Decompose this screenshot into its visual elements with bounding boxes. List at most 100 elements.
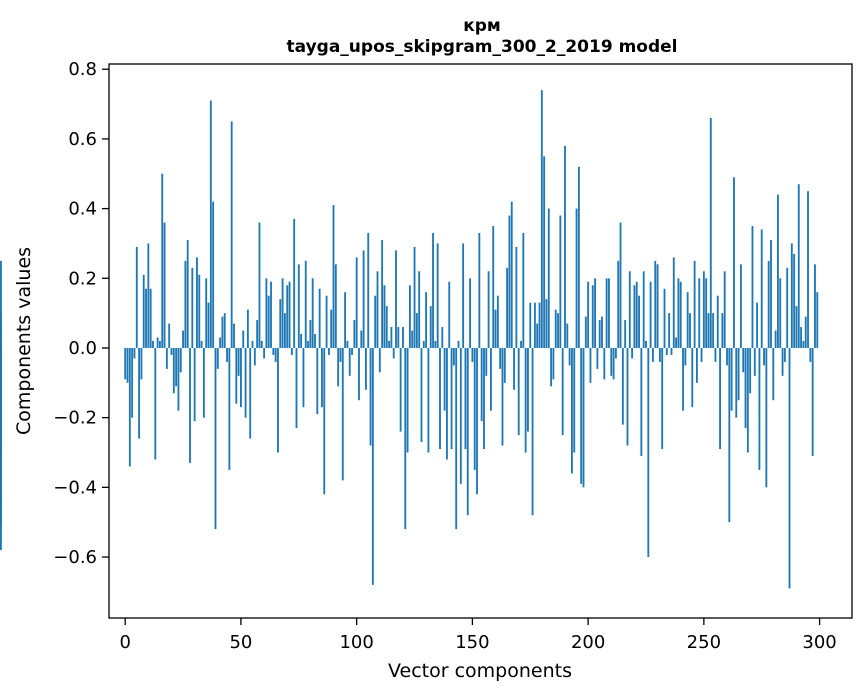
bar: [668, 313, 671, 348]
bar: [797, 184, 800, 348]
bar: [631, 347, 634, 359]
bar: [804, 316, 807, 348]
bar: [316, 347, 319, 415]
bar: [253, 347, 256, 366]
bar: [230, 121, 233, 348]
bar: [564, 145, 566, 348]
bar: [529, 302, 532, 348]
bar: [358, 347, 360, 401]
bar: [427, 347, 430, 453]
bar: [783, 347, 786, 362]
bar: [446, 347, 448, 460]
bar: [161, 173, 164, 348]
bar: [202, 347, 205, 418]
bar: [589, 347, 592, 383]
bar: [133, 347, 136, 359]
bar: [351, 347, 353, 355]
bar: [309, 320, 312, 348]
bar: [652, 347, 654, 362]
bar: [228, 347, 231, 470]
bar: [300, 334, 303, 348]
bar: [765, 347, 768, 488]
bar: [642, 271, 645, 348]
bar: [395, 250, 397, 348]
bar: [758, 347, 761, 470]
bar: [369, 347, 372, 446]
bar: [378, 347, 381, 373]
bar: [679, 281, 682, 348]
bar: [219, 337, 222, 348]
bar: [515, 246, 518, 348]
y-axis-ticks: −0.6 −0.4 −0.2 0.0 0.2 0.4 0.6 0.8: [53, 59, 109, 568]
bar: [760, 229, 763, 348]
bar: [695, 347, 698, 383]
bar: [742, 347, 745, 373]
bar: [573, 347, 576, 453]
plot-frame: [108, 63, 853, 619]
bar: [274, 347, 277, 362]
bar: [684, 347, 687, 366]
bar: [746, 347, 749, 453]
bar: [205, 278, 208, 348]
bar: [334, 264, 337, 348]
bar: [339, 347, 342, 362]
bar: [360, 330, 363, 348]
bar: [719, 347, 721, 450]
bar: [561, 347, 564, 436]
bar: [337, 347, 340, 387]
bar: [603, 347, 606, 380]
bar: [385, 306, 388, 348]
bar: [795, 306, 798, 348]
bar: [770, 239, 772, 348]
x-tick-label: 100: [339, 632, 373, 653]
bar: [434, 341, 437, 348]
bar: [441, 327, 444, 348]
bar: [554, 309, 557, 348]
bar: [314, 334, 316, 348]
bar: [304, 260, 307, 348]
bar: [596, 347, 599, 369]
bar: [700, 347, 703, 362]
bar: [145, 288, 147, 348]
bar: [267, 295, 270, 348]
y-tick-label: 0.2: [68, 268, 97, 289]
bar: [510, 201, 513, 348]
chart-subtitle: tayga_upos_skipgram_300_2_2019 model: [287, 37, 678, 57]
bar: [517, 347, 520, 436]
bar: [147, 243, 150, 348]
bar: [325, 295, 328, 348]
bar: [346, 341, 349, 348]
bar: [790, 243, 793, 348]
bar: [686, 292, 689, 348]
bar: [809, 347, 812, 362]
bar: [165, 347, 168, 369]
bar: [413, 246, 416, 348]
bar: [658, 347, 661, 362]
bar: [448, 281, 451, 348]
bar: [422, 341, 425, 348]
bar: [489, 347, 492, 411]
bar: [404, 347, 407, 530]
bar: [374, 295, 377, 348]
bar: [265, 278, 268, 348]
bar: [605, 278, 608, 348]
bar: [619, 222, 622, 348]
bar: [249, 347, 252, 439]
bar: [753, 347, 756, 376]
bar: [587, 281, 590, 348]
bar: [281, 278, 284, 348]
bar: [577, 166, 580, 348]
chart-title: крм: [463, 16, 501, 36]
bar: [443, 347, 446, 411]
bar: [128, 347, 131, 467]
bar: [543, 156, 546, 348]
bar: [499, 347, 502, 369]
bar: [749, 347, 752, 394]
bar: [802, 341, 805, 348]
bar: [321, 347, 323, 408]
bar: [531, 347, 534, 516]
bar: [124, 347, 127, 380]
bar: [302, 347, 305, 408]
bar: [716, 295, 719, 348]
